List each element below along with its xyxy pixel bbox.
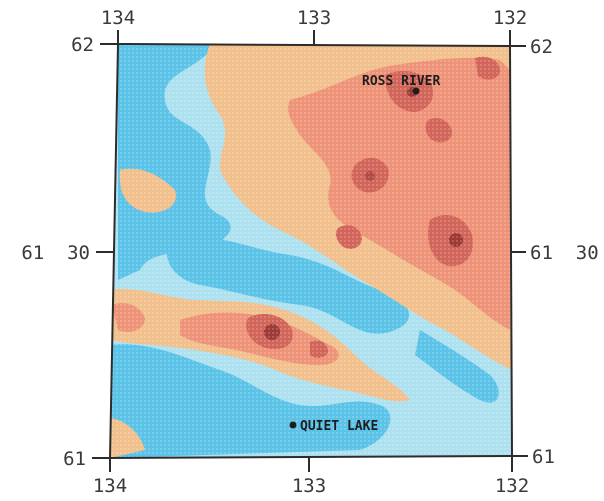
map-field [110, 44, 512, 458]
latitude-label-bottom-right: 61 [532, 446, 555, 468]
place-label-ross-river: ROSS RIVER [362, 74, 440, 89]
longitude-label-bottom-right: 132 [495, 475, 529, 497]
latitude-label-bottom-left: 61 [63, 448, 86, 470]
place-marker-quiet-lake [289, 421, 297, 429]
longitude-label-top-left: 134 [101, 7, 135, 29]
longitude-label-bottom-center: 133 [292, 475, 326, 497]
longitude-label-bottom-left: 134 [93, 475, 127, 497]
longitude-label-top-center: 133 [297, 7, 331, 29]
latitude-label-middle-left: 61 30 [21, 242, 90, 264]
place-label-quiet-lake: QUIET LAKE [300, 419, 378, 434]
latitude-label-top-left: 62 [71, 34, 94, 56]
place-quiet-lake: QUIET LAKE [289, 419, 378, 434]
dot-texture [110, 44, 512, 458]
place-ross-river: ROSS RIVER [362, 74, 440, 95]
longitude-label-top-right: 132 [493, 7, 527, 29]
latitude-label-middle-right: 61 30 [530, 242, 599, 264]
latitude-label-top-right: 62 [530, 36, 553, 58]
place-marker-ross-river [412, 87, 420, 95]
